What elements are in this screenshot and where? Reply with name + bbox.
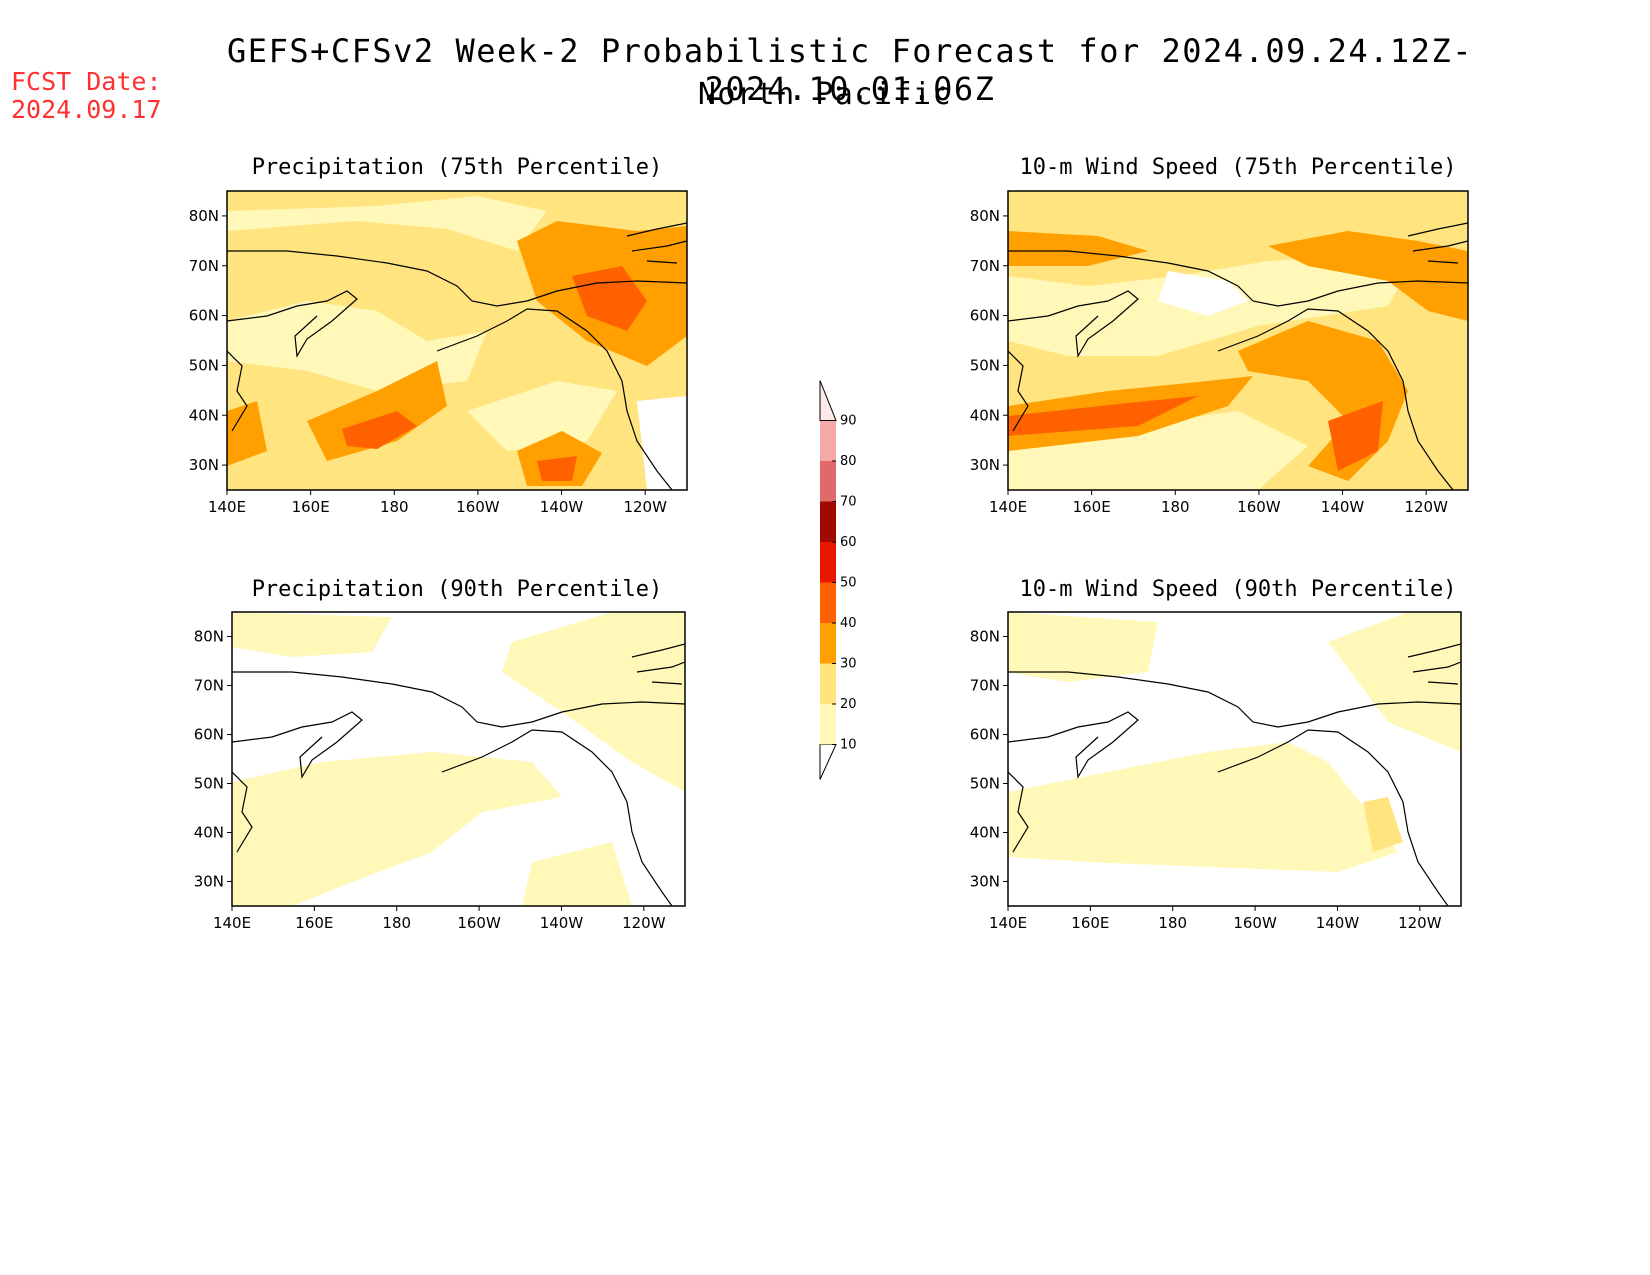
y-tick-label: 80N — [970, 207, 1000, 225]
colorbar-segment — [820, 542, 836, 583]
page-title: GEFS+CFSv2 Week-2 Probabilistic Forecast… — [227, 32, 1473, 108]
colorbar-label: 60 — [840, 535, 857, 550]
colorbar-segment — [820, 704, 836, 745]
x-tick-label: 140E — [213, 914, 251, 932]
x-tick-label: 120W — [1398, 914, 1442, 932]
forecast-date: FCST Date: 2024.09.17 — [11, 68, 162, 124]
colorbar-label: 90 — [840, 414, 857, 429]
x-tick-label: 140W — [1316, 914, 1360, 932]
y-tick-label: 70N — [970, 257, 1000, 275]
x-tick-label: 120W — [622, 914, 666, 932]
colorbar-label: 30 — [840, 657, 857, 672]
y-tick-label: 60N — [189, 307, 219, 325]
y-tick-label: 30N — [970, 456, 1000, 474]
x-tick-label: 160E — [292, 498, 330, 516]
x-tick-label: 180 — [380, 498, 409, 516]
colorbar-label: 80 — [840, 454, 857, 469]
y-tick-label: 40N — [970, 824, 1000, 842]
x-tick-label: 140W — [1321, 498, 1365, 516]
x-tick-label: 120W — [1404, 498, 1448, 516]
colorbar-segment — [820, 582, 836, 623]
y-tick-label: 70N — [970, 677, 1000, 695]
y-tick-label: 50N — [970, 775, 1000, 793]
y-tick-label: 60N — [194, 726, 224, 744]
y-tick-label: 80N — [189, 207, 219, 225]
y-tick-label: 40N — [189, 406, 219, 424]
page-subtitle: North Pacific — [697, 77, 953, 112]
y-tick-label: 80N — [970, 628, 1000, 646]
panel-wind-90 — [1007, 611, 1462, 907]
colorbar-label: 40 — [840, 616, 857, 631]
x-tick-label: 160E — [1071, 914, 1109, 932]
colorbar-segment — [820, 623, 836, 664]
y-tick-label: 40N — [194, 824, 224, 842]
colorbar-tip-bottom — [819, 744, 837, 780]
y-tick-label: 50N — [189, 356, 219, 374]
x-tick-label: 180 — [382, 914, 411, 932]
panel-title: 10-m Wind Speed (75th Percentile) — [1019, 155, 1456, 180]
x-tick-label: 140E — [989, 498, 1027, 516]
x-tick-label: 180 — [1161, 498, 1190, 516]
x-tick-label: 160W — [457, 914, 501, 932]
y-tick-label: 30N — [194, 873, 224, 891]
x-tick-label: 140E — [208, 498, 246, 516]
colorbar-segment — [820, 663, 836, 704]
x-tick-label: 160W — [456, 498, 500, 516]
colorbar-segment — [820, 420, 836, 461]
x-tick-label: 140W — [540, 498, 584, 516]
x-tick-label: 160E — [1073, 498, 1111, 516]
y-tick-label: 70N — [189, 257, 219, 275]
x-tick-label: 180 — [1158, 914, 1187, 932]
y-tick-label: 60N — [970, 307, 1000, 325]
x-tick-label: 120W — [623, 498, 667, 516]
panel-title: 10-m Wind Speed (90th Percentile) — [1019, 577, 1456, 602]
colorbar-label: 50 — [840, 576, 857, 591]
x-tick-label: 160W — [1237, 498, 1281, 516]
x-tick-label: 140W — [540, 914, 584, 932]
x-tick-label: 140E — [989, 914, 1027, 932]
colorbar-label: 20 — [840, 697, 857, 712]
colorbar-label: 70 — [840, 495, 857, 510]
y-tick-label: 40N — [970, 406, 1000, 424]
panel-precip-75 — [226, 190, 688, 491]
colorbar: 10 20 30 40 50 60 70 80 90 — [819, 380, 857, 780]
axis-ticks: 140E 160E 180 160W 140W 120W 80N 70N 60N 50N 40N 30… — [189, 207, 1448, 932]
panel-precip-90 — [231, 611, 686, 907]
colorbar-segment — [820, 501, 836, 542]
y-tick-label: 50N — [970, 356, 1000, 374]
colorbar-segment — [820, 461, 836, 502]
y-tick-label: 70N — [194, 677, 224, 695]
x-tick-label: 160E — [295, 914, 333, 932]
y-tick-label: 30N — [189, 456, 219, 474]
y-tick-label: 60N — [970, 726, 1000, 744]
y-tick-label: 80N — [194, 628, 224, 646]
y-tick-label: 50N — [194, 775, 224, 793]
y-tick-label: 30N — [970, 873, 1000, 891]
panel-title: Precipitation (90th Percentile) — [252, 577, 663, 602]
colorbar-tip-top — [819, 380, 837, 421]
colorbar-label: 10 — [840, 738, 857, 753]
panel-wind-75 — [1007, 190, 1469, 491]
forecast-date-value: 2024.09.17 — [11, 95, 162, 124]
forecast-date-label: FCST Date: — [11, 67, 162, 96]
panel-title: Precipitation (75th Percentile) — [252, 155, 663, 180]
x-tick-label: 160W — [1233, 914, 1277, 932]
